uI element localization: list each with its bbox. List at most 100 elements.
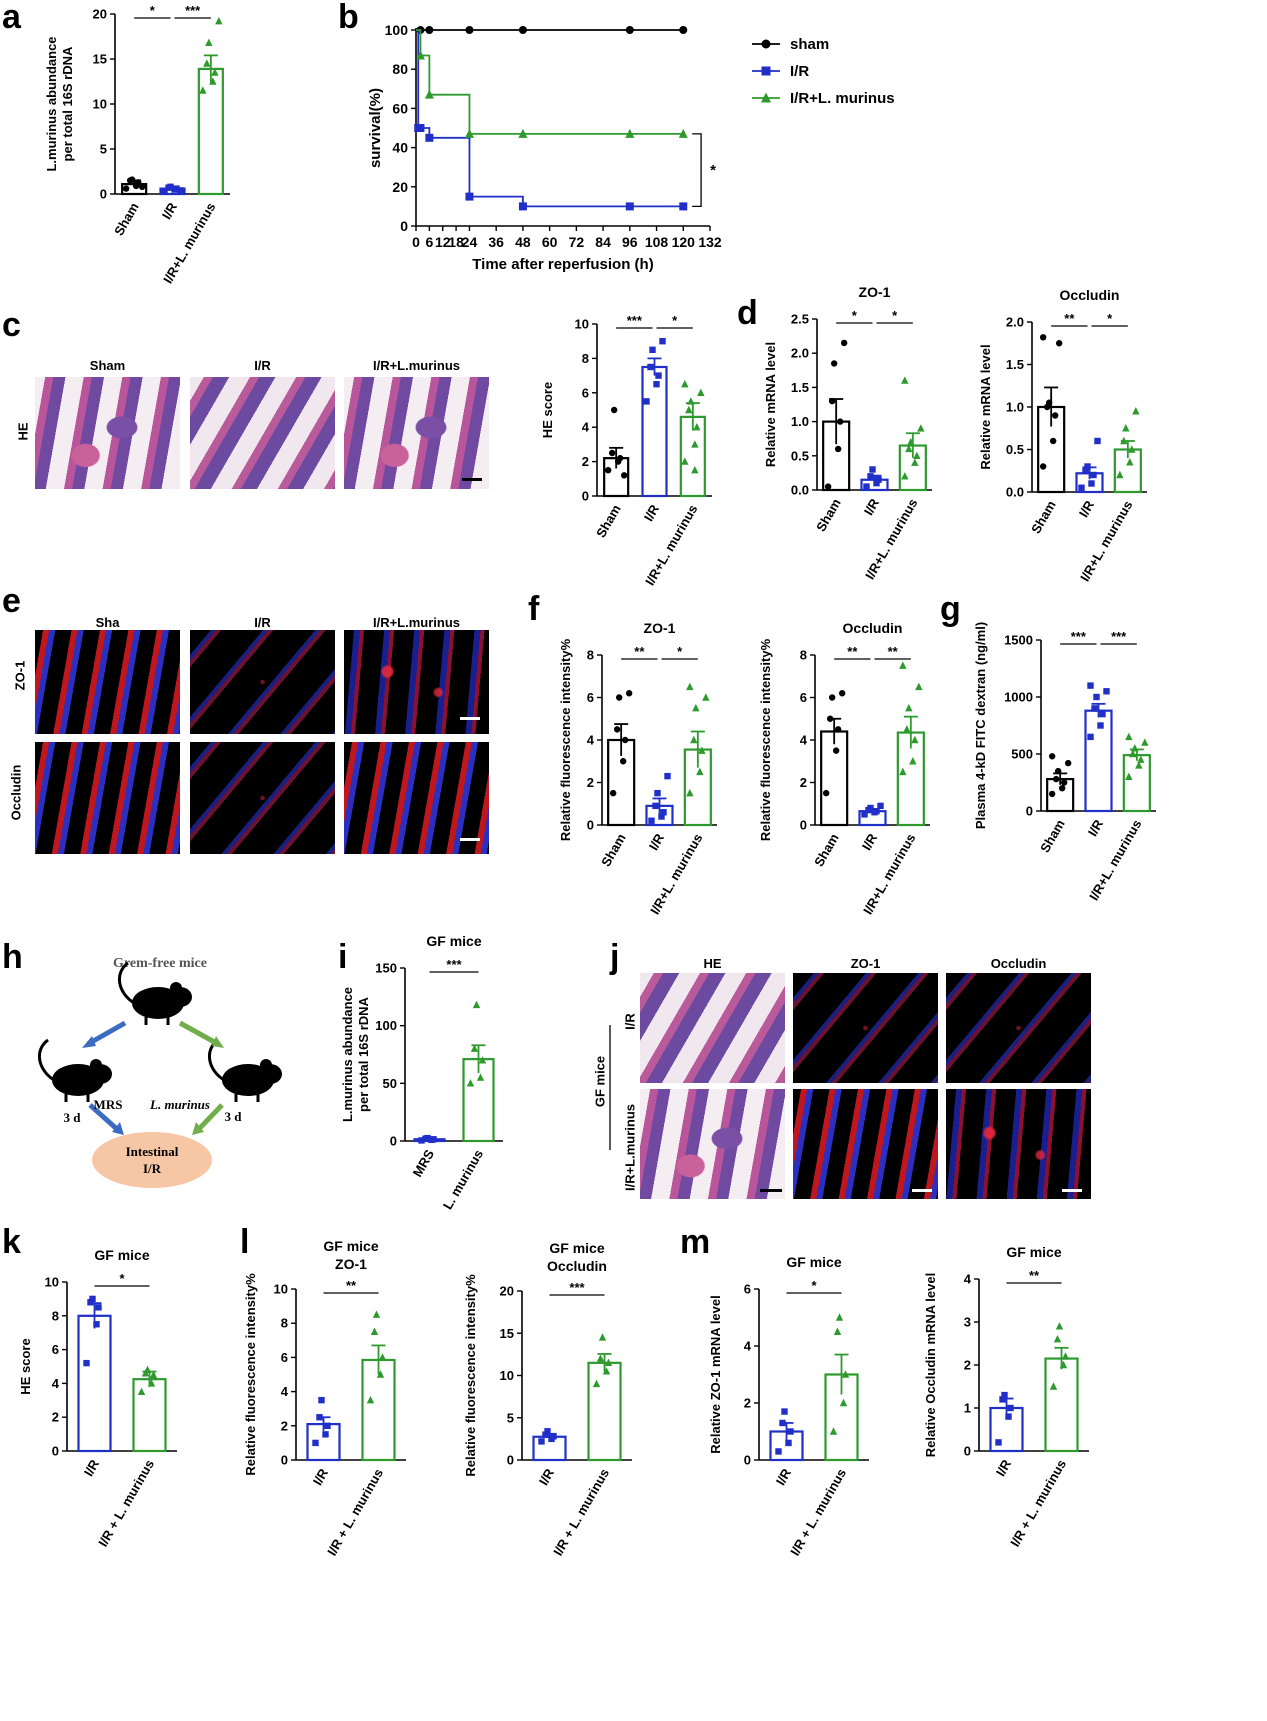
chart-b-legend-label: I/R+L. murinus: [790, 90, 895, 107]
panel-label-j: j: [610, 938, 620, 976]
chart-d2-point: [1122, 424, 1130, 432]
chart-b-series-line: [416, 29, 684, 208]
chart-d2-point: [1078, 484, 1085, 491]
chart-g-point: [1048, 753, 1056, 760]
chart-m2-point: [1001, 1391, 1008, 1399]
chart-c-point: [659, 338, 666, 345]
chart-d1-point: [836, 418, 844, 425]
chart-m2-point: [1053, 1335, 1062, 1343]
chart-m2-ylabel: Relative Occludin mRNA level: [923, 1273, 938, 1457]
chart-k-point: [89, 1295, 96, 1303]
chart-f1-point: [615, 694, 623, 701]
chart-b-legend-marker: [761, 39, 771, 49]
chart-c-point: [643, 398, 650, 405]
chart-l2-ylabel: Relative fluorescence intensity%: [463, 1274, 478, 1477]
chart-g-xtick-label: I/R: [1085, 816, 1107, 838]
chart-f1-point: [621, 736, 629, 744]
chart-b-xtick-label: 72: [569, 234, 585, 250]
j-he-image-ir: [640, 973, 785, 1083]
chart-g-point: [1125, 732, 1133, 741]
chart-b-xtick-label: 120: [672, 234, 696, 250]
chart-k-point: [93, 1321, 100, 1328]
chart-d2-point: [1082, 467, 1089, 474]
chart-k-bar: [77, 1314, 112, 1453]
chart-c-xtick-label: I/R: [641, 501, 663, 523]
chart-c-ytick-label: 10: [575, 317, 589, 332]
chart-k-ytick-label: 4: [52, 1376, 60, 1391]
chart-d2-xtick-label: Sham: [1028, 498, 1059, 536]
chart-m2-point: [1055, 1322, 1064, 1330]
chart-i-title: GF mice: [426, 933, 481, 949]
chart-l2-point: [604, 1358, 613, 1367]
chart-l2-point: [538, 1438, 545, 1445]
chart-i-xtick-label: MRS: [410, 1147, 438, 1180]
chart-d1-point: [907, 437, 915, 446]
chart-b-xtick-label: 60: [542, 234, 558, 250]
chart-b-series-point: [465, 26, 474, 34]
chart-d2-point: [1090, 471, 1097, 479]
chart-b-series-point: [425, 133, 434, 142]
chart-d2-ytick-label: 1.0: [1006, 400, 1024, 415]
chart-i-point: [470, 1044, 479, 1052]
chart-b-ytick-label: 100: [385, 22, 409, 38]
chart-d1-title: ZO-1: [859, 284, 891, 300]
chart-b-legend-label: I/R: [790, 63, 809, 80]
chart-c-ytick-label: 6: [582, 385, 589, 400]
chart-b-xtick-label: 36: [488, 234, 504, 250]
arrow-mrs-to-ir: [88, 1103, 120, 1132]
chart-k-xtick-label: I/R: [81, 1456, 103, 1478]
chart-f2-ytick-label: 0: [800, 818, 807, 833]
mouse-ear: [260, 1059, 272, 1071]
chart-d2-point: [1039, 463, 1047, 470]
chart-m2-ytick-label: 1: [964, 1401, 971, 1416]
schematic-target-line2: I/R: [143, 1161, 162, 1176]
chart-k-xtick-label: I/R + L. murinus: [95, 1457, 157, 1549]
chart-i-ytick-label: 100: [375, 1018, 397, 1033]
panel-label-d: d: [737, 294, 758, 332]
chart-c-point: [610, 406, 618, 414]
chart-c-point: [681, 380, 689, 388]
chart-f1-point: [613, 726, 621, 733]
panel-label-c: c: [2, 306, 21, 344]
photo-j-col-occludin: Occludin: [990, 956, 1047, 971]
chart-l1-point: [366, 1395, 375, 1404]
chart-b-series-point: [424, 89, 434, 99]
chart-f1-point: [686, 682, 694, 691]
schematic-target-line1: Intestinal: [126, 1144, 179, 1159]
chart-f2-ylabel: Relative fluorescence intensity%: [758, 638, 773, 841]
chart-d1-point: [828, 397, 836, 405]
chart-c-point: [647, 363, 654, 371]
chart-m1-xtick-label: I/R: [773, 1465, 795, 1487]
chart-d2-title: Occludin: [1060, 287, 1120, 303]
chart-f1-sig-label: *: [677, 644, 683, 659]
chart-m2-point: [1005, 1413, 1012, 1420]
chart-b-legend-marker: [761, 92, 771, 103]
chart-d1-sig-label: *: [852, 308, 858, 323]
chart-f1-ytick-label: 6: [587, 690, 594, 705]
chart-l1-sig-label: **: [346, 1278, 357, 1293]
chart-k-point: [143, 1365, 152, 1374]
chart-k-ytick-label: 6: [52, 1342, 59, 1357]
chart-c-point: [604, 467, 612, 474]
chart-g-point: [1135, 761, 1143, 769]
schematic-mrs-label: MRS: [94, 1097, 123, 1112]
chart-f2-xtick-label: I/R: [859, 830, 881, 852]
chart-f2-bar: [820, 730, 849, 827]
chart-m2-ytick-label: 2: [964, 1358, 971, 1373]
chart-c-point: [687, 397, 695, 405]
chart-g-ytick-label: 500: [1011, 747, 1033, 762]
chart-f1-point: [698, 746, 706, 754]
chart-b-xtick-label: 84: [595, 234, 611, 250]
chart-c-ytick-label: 0: [582, 489, 589, 504]
chart-b-xtick-label: 132: [698, 234, 722, 250]
chart-i-ylabel: per total 16S rDNA: [356, 996, 371, 1111]
chart-d2-ytick-label: 0.5: [1006, 442, 1024, 457]
chart-g-bar: [1122, 754, 1151, 813]
panel-label-b: b: [338, 0, 359, 36]
chart-b-ytick-label: 20: [392, 179, 408, 195]
chart-l2-point: [602, 1367, 611, 1375]
chart-a-xtick-label: Sham: [111, 200, 142, 238]
scale-bar: [460, 838, 480, 841]
chart-m2-xtick-label: I/R: [993, 1456, 1015, 1478]
